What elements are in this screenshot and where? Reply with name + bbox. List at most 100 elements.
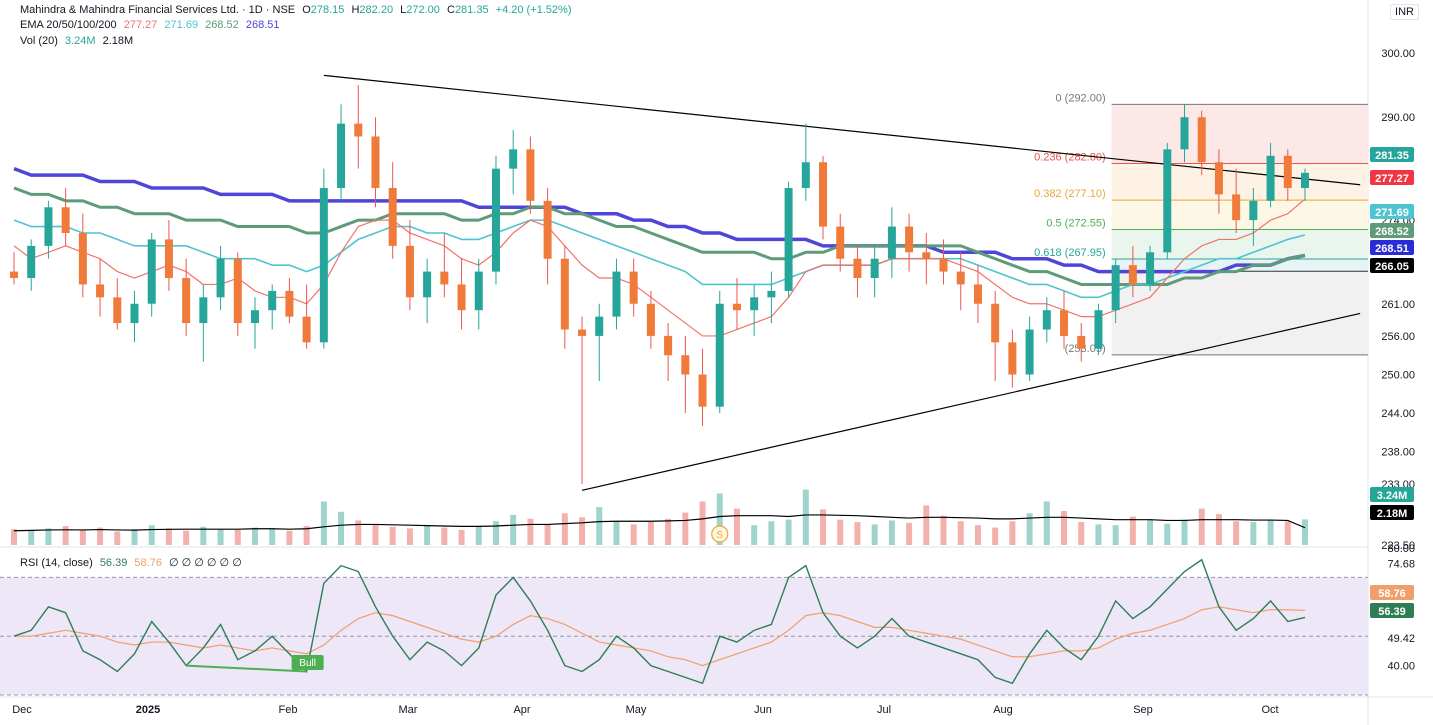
ema-label: EMA 20/50/100/200 xyxy=(20,19,117,31)
volume-bar xyxy=(733,508,740,545)
volume-bar xyxy=(234,529,241,545)
volume-bar xyxy=(165,528,172,545)
candle-body xyxy=(887,226,896,259)
open-value: 278.15 xyxy=(310,4,345,16)
price-tag-text: 271.69 xyxy=(1375,207,1409,219)
price-tag-text: 268.52 xyxy=(1375,226,1409,238)
volume-bar xyxy=(682,512,689,545)
volume-bar xyxy=(1164,523,1171,545)
volume-bar xyxy=(630,524,637,545)
candle-body xyxy=(526,149,535,201)
volume-bar xyxy=(1302,519,1308,545)
price-axis-tick: 223.50 xyxy=(1381,540,1415,552)
close-label: C xyxy=(446,4,455,16)
candle-body xyxy=(715,303,724,407)
high-value: 282.20 xyxy=(359,4,394,16)
candle-body xyxy=(423,271,432,298)
volume-bar xyxy=(372,524,379,545)
candle-body xyxy=(543,200,552,259)
volume-label: Vol (20) xyxy=(20,35,58,47)
volume-bar xyxy=(28,530,35,545)
open-label: O xyxy=(302,4,311,16)
volume-bar xyxy=(957,521,964,545)
low-label: L xyxy=(400,4,407,16)
volume-bar xyxy=(527,518,534,545)
volume-bar xyxy=(596,507,603,545)
price-axis-tick: 238.00 xyxy=(1381,447,1415,459)
candle-body xyxy=(578,329,587,336)
time-axis-tick: Mar xyxy=(399,704,418,716)
volume-bar xyxy=(751,525,758,545)
ema20-value: 277.27 xyxy=(123,19,158,31)
time-axis-tick: Apr xyxy=(513,704,530,716)
candle-body xyxy=(956,271,965,285)
candle-body xyxy=(870,258,879,279)
volume-bar xyxy=(888,520,895,545)
rsi-tag xyxy=(1370,603,1414,618)
price-axis-tick: 300.00 xyxy=(1381,48,1415,60)
bull-divergence-line xyxy=(186,664,307,673)
candle-body xyxy=(1283,155,1292,188)
volume-bar xyxy=(1026,513,1033,545)
high-label: H xyxy=(351,4,360,16)
volume-bar xyxy=(1198,508,1205,545)
price-tag-ema20 xyxy=(1370,170,1414,185)
volume-bar xyxy=(785,519,792,545)
volume-bar xyxy=(320,501,327,545)
volume-bar xyxy=(544,524,551,545)
ema-line-0 xyxy=(13,198,1306,337)
candle-body xyxy=(61,207,70,233)
bull-label: Bull xyxy=(299,658,316,669)
volume-bar xyxy=(1147,519,1154,545)
volume-bar xyxy=(802,489,809,545)
volume-bar xyxy=(217,529,224,545)
candle-body xyxy=(147,239,156,304)
price-tag-text: 266.05 xyxy=(1375,261,1409,273)
candle-body xyxy=(27,245,36,279)
volume-value: 3.24M xyxy=(64,35,96,47)
candle-body xyxy=(939,258,948,272)
candle-body xyxy=(302,316,311,343)
volume-ma-value: 2.18M xyxy=(102,35,134,47)
fib-level-label: 0 (292.00) xyxy=(1055,92,1105,104)
candle-body xyxy=(1266,155,1275,201)
candle-body xyxy=(491,168,500,272)
legend-ema-row[interactable]: EMA 20/50/100/200 277.27 271.69 268.52 2… xyxy=(20,19,284,31)
candle-body xyxy=(801,162,810,188)
time-axis-tick: 2025 xyxy=(136,704,160,716)
candle-body xyxy=(113,297,122,324)
candle-body xyxy=(457,284,466,311)
currency-selector[interactable]: INR xyxy=(1390,4,1419,20)
candle-body xyxy=(560,258,569,330)
ema-line-2 xyxy=(13,186,1306,286)
candle-body xyxy=(216,258,225,298)
legend-rsi-row[interactable]: RSI (14, close) 56.39 58.76 ∅ ∅ ∅ ∅ ∅ ∅ xyxy=(20,556,246,569)
price-tag-ema50 xyxy=(1370,204,1414,219)
candle-body xyxy=(1111,265,1120,311)
time-axis-tick: Aug xyxy=(993,704,1013,716)
volume-bar xyxy=(1181,519,1188,545)
candle-body xyxy=(1042,310,1051,330)
close-value: 281.35 xyxy=(454,4,489,16)
volume-bar xyxy=(11,529,17,545)
candle-body xyxy=(991,303,1000,343)
volume-bar xyxy=(854,522,861,545)
price-tag-text: 3.24M xyxy=(1377,490,1408,502)
time-axis-tick: Dec xyxy=(12,704,32,716)
price-tag-text: 281.35 xyxy=(1375,150,1409,162)
time-axis-tick: Sep xyxy=(1133,704,1153,716)
volume-bar xyxy=(647,522,654,545)
candle-body xyxy=(1214,162,1223,195)
volume-bar xyxy=(389,526,396,545)
volume-bar xyxy=(441,527,448,545)
volume-bar xyxy=(871,524,878,545)
event-marker-label: S xyxy=(716,530,723,541)
volume-bar xyxy=(45,528,52,545)
bull-badge xyxy=(291,655,324,670)
candle-body xyxy=(922,252,931,259)
legend-volume-row[interactable]: Vol (20) 3.24M 2.18M xyxy=(20,35,137,47)
candle-body xyxy=(233,258,242,324)
candle-body xyxy=(268,290,277,311)
volume-bar xyxy=(1009,521,1016,545)
